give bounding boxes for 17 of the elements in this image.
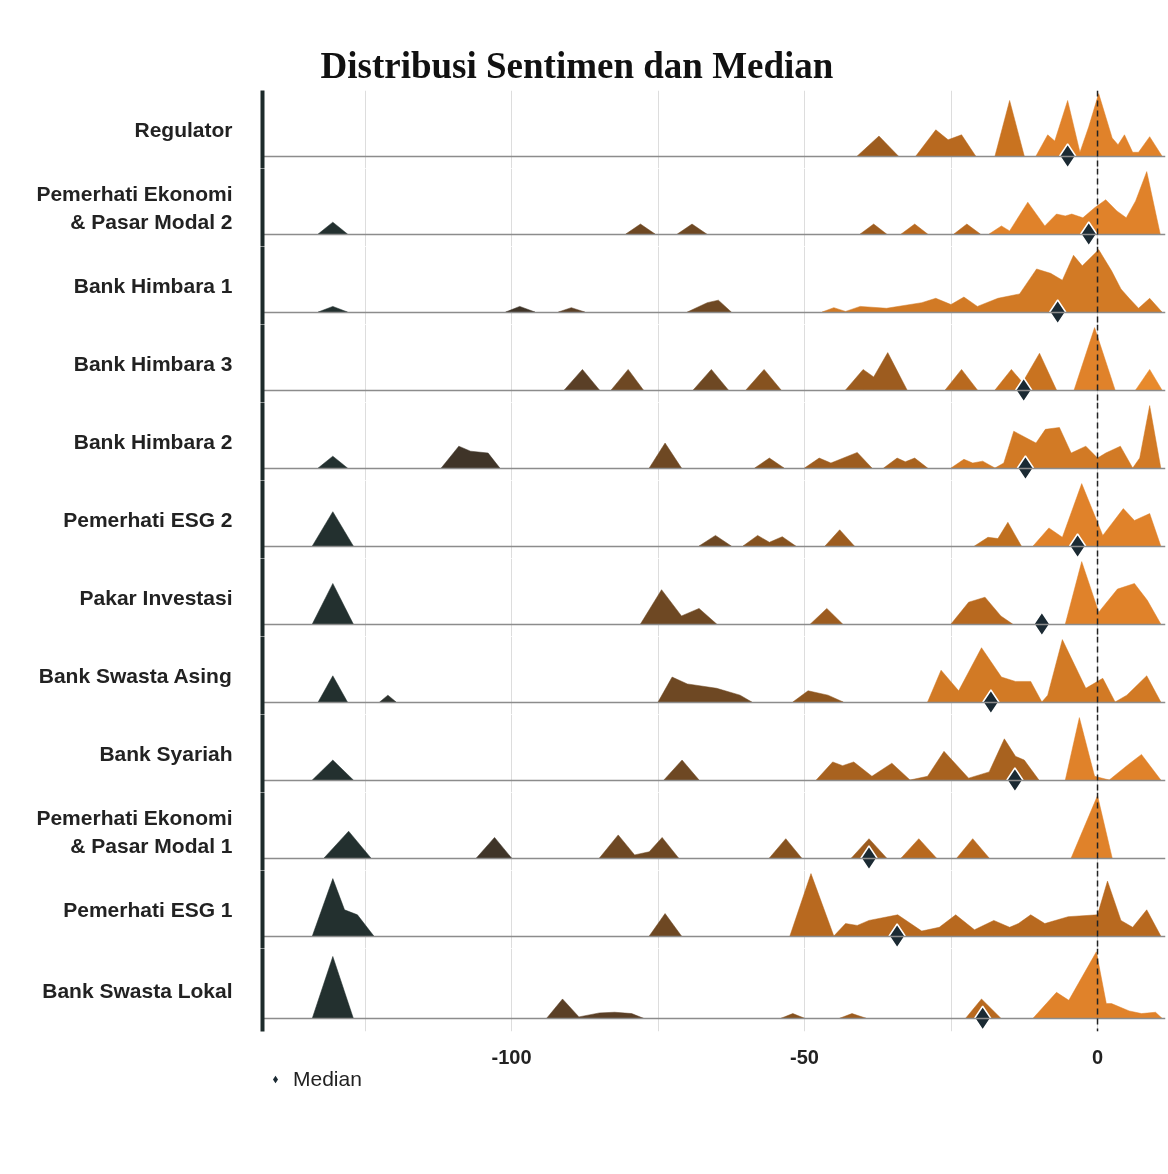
- chart-title: Distribusi Sentimen dan Median: [320, 44, 834, 86]
- y-axis-title: Regulator: [134, 118, 233, 141]
- x-tick-label: 0: [1091, 1045, 1104, 1068]
- y-axis-title: Bank Syariah: [99, 742, 233, 765]
- y-axis-title: Pemerhati ESG 2: [63, 508, 233, 531]
- legend-label: Median: [293, 1067, 362, 1091]
- x-tick-label: -50: [790, 1045, 819, 1068]
- y-axis-title: Bank Himbara 2: [73, 430, 233, 453]
- y-axis-title: Pemerhati Ekonomi & Pasar Modal 1: [36, 806, 233, 857]
- x-tick-label: -100: [491, 1045, 532, 1068]
- y-axis-title: Bank Swasta Asing: [38, 664, 232, 687]
- y-axis-title: Pakar Investasi: [79, 586, 233, 609]
- y-axis-title: Pemerhati Ekonomi & Pasar Modal 2: [36, 182, 233, 233]
- y-axis-title: Bank Himbara 1: [73, 274, 233, 297]
- y-axis-title: Pemerhati ESG 1: [63, 898, 233, 921]
- y-axis-title: Bank Swasta Lokal: [42, 978, 233, 1002]
- y-axis-title: Bank Himbara 3: [73, 352, 233, 375]
